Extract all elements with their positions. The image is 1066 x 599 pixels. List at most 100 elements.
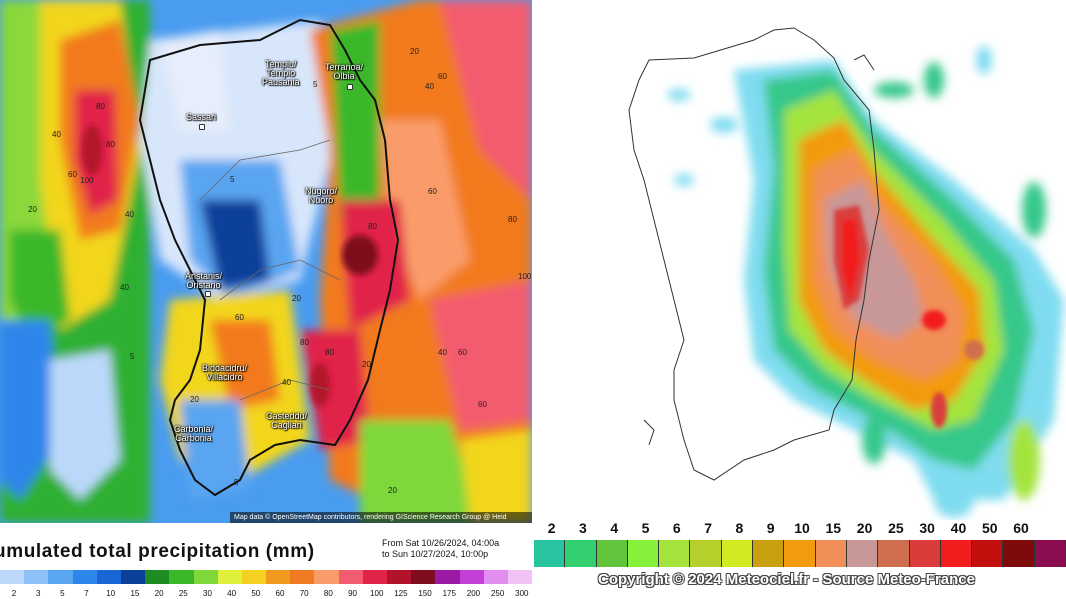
city-tempio: Tempiu/Tempio Pausania <box>262 59 300 87</box>
contour-label: 20 <box>388 486 397 495</box>
scale-tick: 125 <box>394 589 408 598</box>
left-precipitation-map[interactable]: Tempiu/Tempio Pausania Terranoa/Olbia Sas… <box>0 0 532 599</box>
contour-label: 40 <box>120 283 129 292</box>
contour-label: 5 <box>130 352 135 361</box>
contour-label: 80 <box>300 338 309 347</box>
scale-tick: 60 <box>275 589 285 598</box>
scale-label: 8 <box>735 520 744 536</box>
color-swatch <box>241 570 267 584</box>
contour-label: 40 <box>52 130 61 139</box>
contour-label: 5 <box>230 175 235 184</box>
scale-label: 3 <box>579 520 587 536</box>
contour-label: 80 <box>368 222 377 231</box>
color-swatch <box>169 570 194 584</box>
color-swatch <box>972 540 1004 567</box>
contour-label: 60 <box>458 348 467 357</box>
color-scale-labels: 2 3 4 5 6 7 8 9 10 15 20 25 30 40 50 60 <box>534 520 1066 538</box>
scale-label: 5 <box>641 520 650 536</box>
color-swatch <box>940 540 973 567</box>
scale-label: 6 <box>672 520 681 536</box>
scale-tick: 3 <box>35 589 41 598</box>
contour-label: 40 <box>438 348 447 357</box>
right-precip-field <box>628 27 1064 518</box>
copyright: Copyright © 2024 Meteociel.fr - Source M… <box>598 571 975 588</box>
city-oristano: Aristanis/Oristano <box>185 271 223 290</box>
scale-tick: 7 <box>84 589 89 598</box>
contour-label: 40 <box>425 82 434 91</box>
scale-tick: 200 <box>466 589 481 598</box>
time-range: From Sat 10/26/2024, 04:00a to Sun 10/27… <box>382 538 500 559</box>
contour-label: 5 <box>234 478 239 487</box>
contour-label: 60 <box>438 72 447 81</box>
color-swatch <box>0 570 25 584</box>
color-swatch <box>534 540 566 567</box>
color-swatch <box>784 540 816 567</box>
city-nuoro: Nùgoro/Nuoro <box>305 186 338 205</box>
contour-label: 20 <box>410 47 419 56</box>
scale-label: 2 <box>547 520 556 536</box>
color-swatch <box>878 540 910 567</box>
color-swatch <box>411 570 436 584</box>
color-swatch <box>290 570 315 584</box>
contour-label: 5 <box>313 80 318 89</box>
city-marker <box>205 291 211 297</box>
city-cagliari: Casteddu/Cagliari <box>266 411 308 430</box>
color-swatch <box>314 570 339 584</box>
scale-label: 20 <box>856 520 873 536</box>
color-swatch <box>193 570 218 584</box>
scale-label: 40 <box>950 520 967 536</box>
scale-tick: 40 <box>227 589 237 598</box>
map-title: umulated total precipitation (mm) <box>0 541 315 562</box>
city-marker <box>199 124 205 130</box>
scale-label: 15 <box>825 520 842 536</box>
scale-tick: 100 <box>370 589 384 598</box>
color-swatch <box>659 540 691 567</box>
contour-label: 60 <box>235 313 244 322</box>
scale-label: 7 <box>704 520 713 536</box>
scale-label: 25 <box>888 520 904 536</box>
color-swatch <box>48 570 73 584</box>
color-swatch <box>96 570 121 584</box>
city-villacidro: Biddacidru/Villacidro <box>202 363 248 382</box>
color-swatch <box>1034 540 1066 567</box>
left-precip-field <box>0 0 532 523</box>
scale-label: 30 <box>919 520 935 536</box>
scale-tick: 150 <box>418 589 432 598</box>
color-swatch <box>721 540 754 567</box>
color-swatch <box>627 540 660 567</box>
contour-label: 80 <box>96 102 105 111</box>
scale-tick: 250 <box>490 589 505 598</box>
scale-tick: 2 <box>11 589 17 598</box>
scale-tick: 20 <box>154 589 164 598</box>
color-swatch <box>217 570 242 584</box>
contour-label: 40 <box>282 378 291 387</box>
scale-tick: 175 <box>442 589 456 598</box>
scale-tick: 25 <box>178 589 188 598</box>
color-swatch <box>145 570 170 584</box>
scale-tick: 50 <box>251 589 261 598</box>
color-swatch <box>846 540 879 567</box>
color-swatch <box>362 570 387 584</box>
map-attribution: Map data © OpenStreetMap contributors, r… <box>230 512 532 523</box>
contour-label: 60 <box>478 400 487 409</box>
scale-label: 4 <box>610 520 619 536</box>
color-swatch <box>690 540 722 567</box>
city-carbonia: Carbonia/Carbonia <box>174 424 214 443</box>
right-precipitation-map[interactable]: 2 3 4 5 6 7 8 9 10 15 20 25 30 40 50 60 Copyright © 202… <box>534 0 1066 599</box>
scale-tick: 30 <box>203 589 212 598</box>
contour-label: 100 <box>80 176 94 185</box>
color-swatch <box>565 540 597 567</box>
contour-label: 20 <box>28 205 37 214</box>
scale-tick: 90 <box>348 589 357 598</box>
color-swatch <box>338 570 363 584</box>
color-scale-bar <box>534 540 1066 567</box>
color-swatch <box>387 570 412 584</box>
scale-label: 9 <box>766 520 775 536</box>
contour-label: 20 <box>292 294 301 303</box>
color-swatch <box>435 570 460 584</box>
color-swatch <box>909 540 941 567</box>
scale-tick: 300 <box>515 589 529 598</box>
color-swatch <box>596 540 628 567</box>
color-swatch <box>72 570 97 584</box>
color-swatch <box>815 540 847 567</box>
